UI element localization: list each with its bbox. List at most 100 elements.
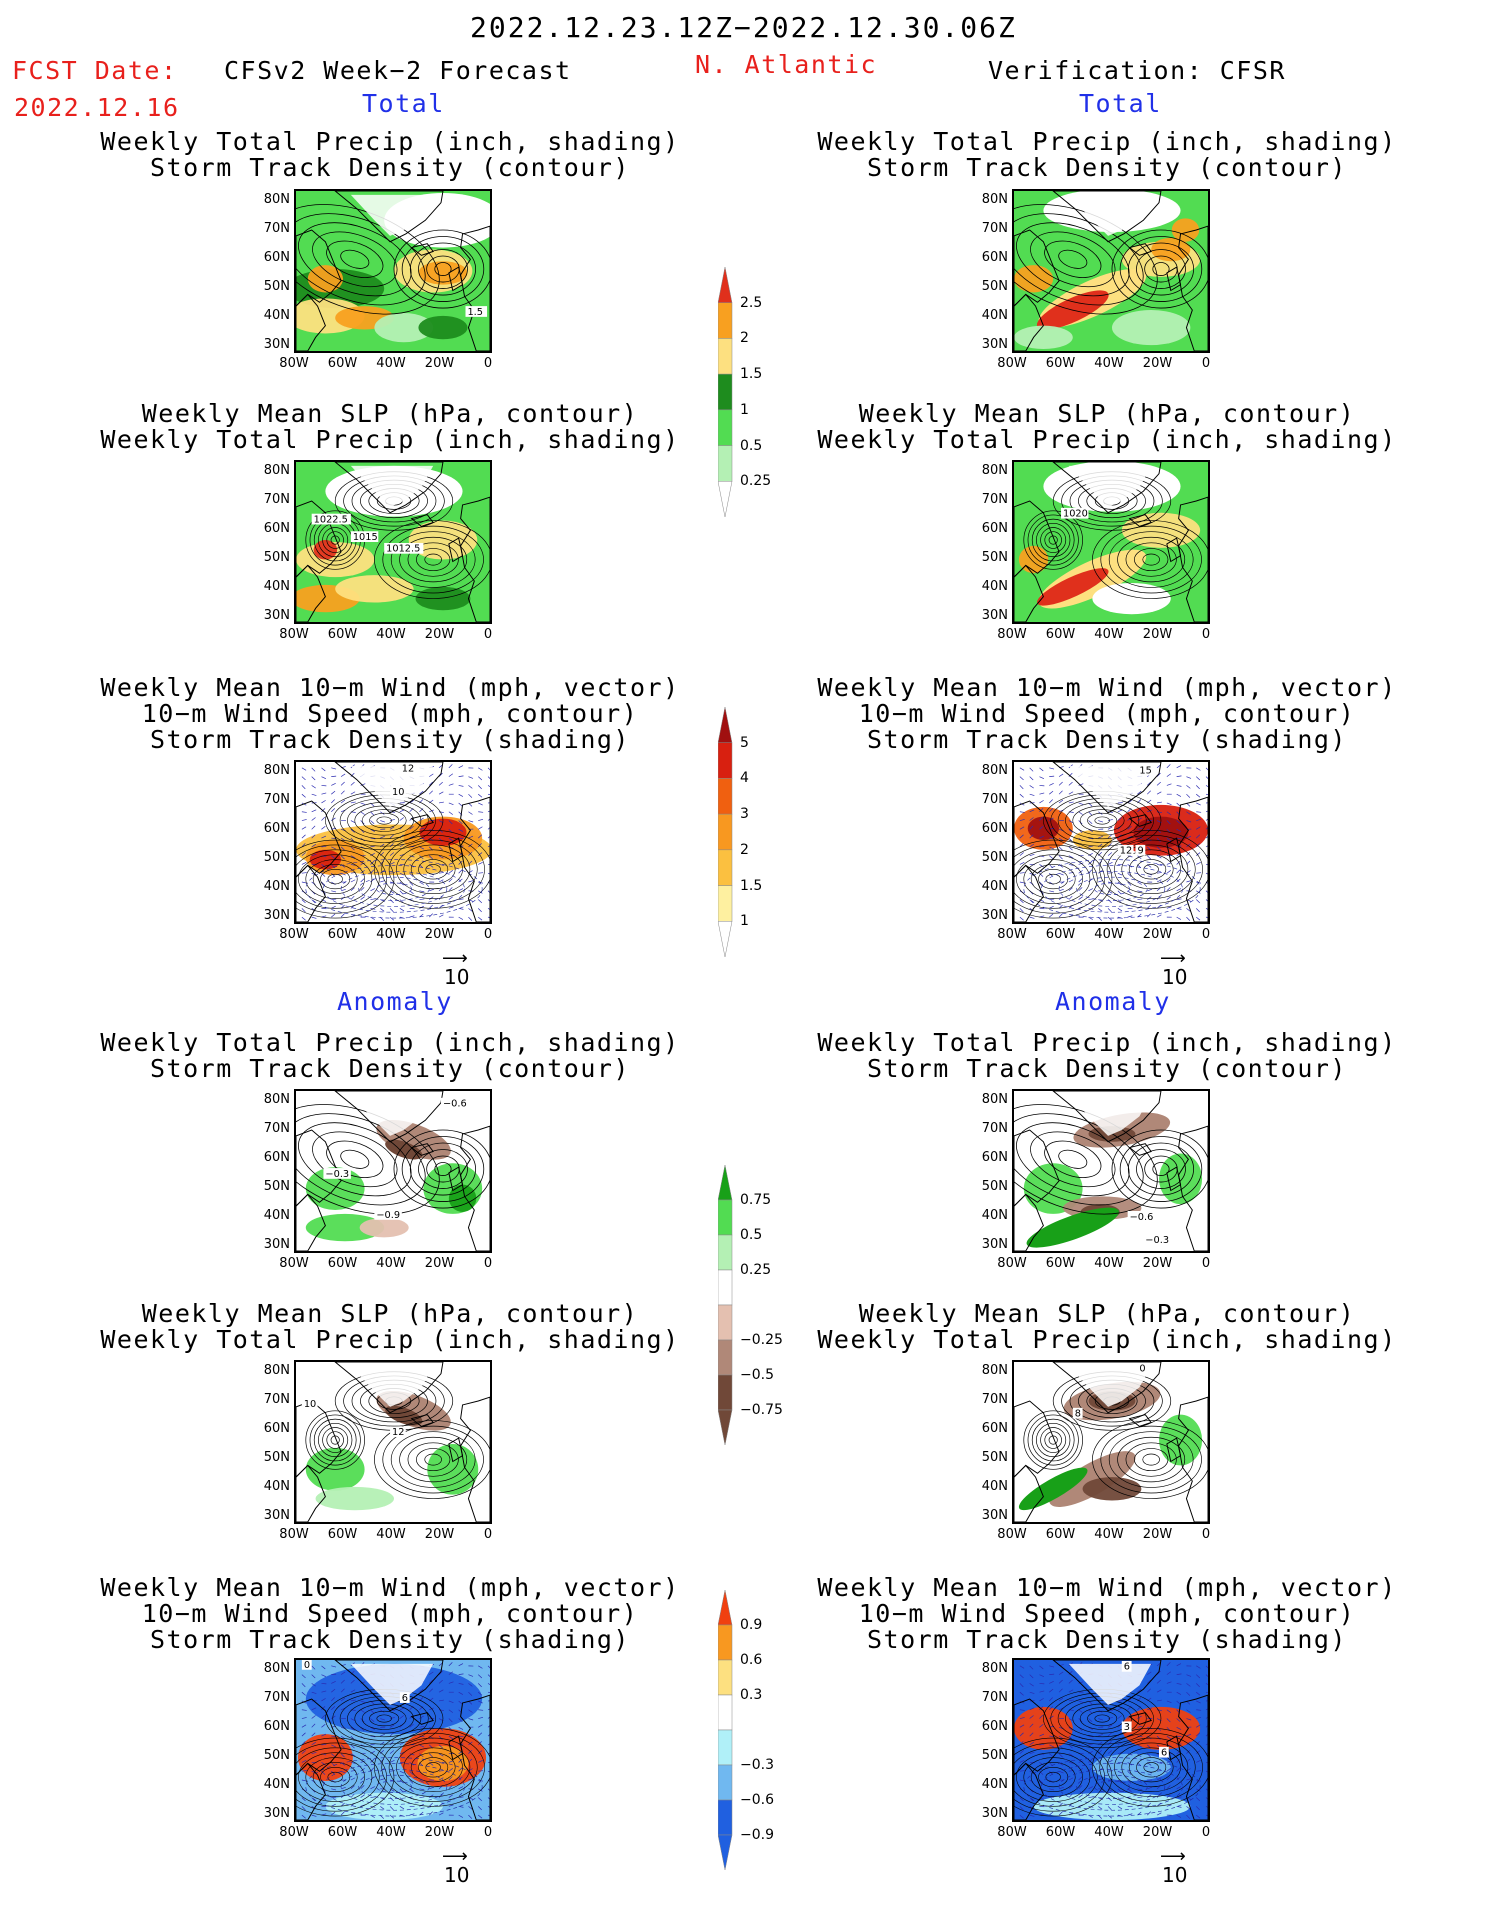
- fcst-total-slp-lat-label: 60N: [263, 521, 290, 536]
- svg-text:1.5: 1.5: [467, 307, 483, 318]
- vector-ref-value: 10: [444, 1863, 470, 1887]
- fcst-anom-wind-contour-label: 0: [301, 1660, 312, 1671]
- cfsr-anom-precip-lon-label: 40W: [1094, 1256, 1124, 1271]
- cfsr-anom-precip-lon-label: 80W: [997, 1256, 1027, 1271]
- fcst-total-wind-title-3: Storm Track Density (shading): [150, 725, 630, 754]
- fcst-total-precip-title-1: Weekly Total Precip (inch, shading): [100, 127, 680, 156]
- cfsr-total-slp-title-1: Weekly Mean SLP (hPa, contour): [858, 399, 1356, 428]
- cfsr-total-wind-lon-label: 60W: [1045, 927, 1076, 942]
- fcst-anom-precip-contour-label: −0.3: [323, 1168, 351, 1180]
- cfsr-anom-wind-map: 6 3 6: [1012, 1658, 1210, 1822]
- svg-text:12: 12: [402, 764, 414, 775]
- fcst-total-slp-map: 1022.5 1015 1012.5: [294, 460, 492, 624]
- colorbar-precip_anom-label: −0.25: [740, 1332, 783, 1348]
- cfsr-anom-slp-lon-label: 80W: [997, 1527, 1027, 1542]
- cfsr-anom-slp-lat-label: 30N: [981, 1508, 1008, 1523]
- cfsr-anom-wind-lon-label: 60W: [1045, 1825, 1076, 1840]
- fcst-total-slp-contour-label: 1012.5: [384, 542, 424, 555]
- svg-text:1022.5: 1022.5: [314, 515, 348, 526]
- fcst-anom-wind-title-1: Weekly Mean 10−m Wind (mph, vector): [100, 1573, 680, 1602]
- colorbar-precip_total-label: 1.5: [740, 366, 763, 383]
- colorbar-storm_total-label: 4: [740, 770, 749, 787]
- colorbar-storm_anom-label: 0.3: [740, 1687, 763, 1703]
- fcst-anom-precip-lon-label: 40W: [376, 1256, 406, 1271]
- fcst-anom-slp-lat-label: 40N: [263, 1479, 290, 1494]
- fcst-total-wind-lat-label: 60N: [263, 821, 290, 836]
- cfsr-anom-precip-title-1: Weekly Total Precip (inch, shading): [817, 1028, 1397, 1057]
- cfsr-total-precip-lon-label: 40W: [1094, 356, 1124, 371]
- cfsr-total-wind-title-1: Weekly Mean 10−m Wind (mph, vector): [817, 673, 1397, 702]
- fcst-total-wind-lon-label: 80W: [279, 927, 309, 942]
- cfsr-anom-wind-lon-label: 0: [1201, 1825, 1211, 1840]
- svg-text:10: 10: [304, 1399, 316, 1410]
- svg-text:−0.3: −0.3: [1145, 1235, 1169, 1246]
- cfsr-total-precip-lat-label: 50N: [981, 279, 1008, 294]
- fcst-anom-precip-lon-label: 80W: [279, 1256, 309, 1271]
- svg-text:−0.6: −0.6: [1130, 1212, 1154, 1223]
- cfsr-anom-precip-lat-label: 50N: [981, 1179, 1008, 1194]
- colorbar-storm_anom-label: −0.3: [740, 1757, 774, 1773]
- fcst-total-wind-title-2: 10−m Wind Speed (mph, contour): [141, 699, 639, 728]
- cfsr-total-wind-lat-label: 60N: [981, 821, 1008, 836]
- fcst-total-precip-contour-label: 1.5: [465, 306, 488, 318]
- cfsr-total-precip-lon-label: 80W: [997, 356, 1027, 371]
- colorbar-precip_total-label: 0.5: [740, 437, 763, 454]
- fcst-anom-wind-lon-label: 0: [483, 1825, 493, 1840]
- fcst-anom-slp-title-2: Weekly Total Precip (inch, shading): [100, 1325, 680, 1354]
- fcst-total-slp-lat-label: 80N: [263, 463, 290, 478]
- cfsr-anom-slp-lat-label: 70N: [981, 1392, 1008, 1407]
- colorbar-storm_total-label: 1: [740, 913, 749, 930]
- fcst-total-wind-lat-label: 80N: [263, 763, 290, 778]
- arrow-icon: ⟶: [442, 948, 468, 969]
- fcst-anom-slp-map: 10 12: [294, 1360, 492, 1524]
- cfsr-total-slp-lon-label: 40W: [1094, 627, 1124, 642]
- svg-text:−0.3: −0.3: [325, 1169, 349, 1180]
- colorbar-precip_anom-label: −0.75: [740, 1402, 783, 1418]
- cfsr-total-slp-lat-label: 40N: [981, 579, 1008, 594]
- fcst-anom-wind-lon-label: 40W: [376, 1825, 406, 1840]
- cfsr-anom-wind-title-2: 10−m Wind Speed (mph, contour): [858, 1599, 1356, 1628]
- colorbar-precip_anom-label: 0.5: [740, 1227, 763, 1243]
- verification-title: Verification: CFSR: [988, 56, 1286, 85]
- fcst-anom-precip-contour-label: −0.6: [441, 1097, 469, 1110]
- cfsr-total-slp-contour-label: 1020: [1061, 507, 1089, 520]
- cfsr-total-wind-lat-label: 30N: [981, 908, 1008, 923]
- svg-text:−0.6: −0.6: [443, 1099, 467, 1110]
- fcst-total-precip-lat-label: 60N: [263, 250, 290, 265]
- fcst-anom-precip-lat-label: 80N: [263, 1092, 290, 1107]
- fcst-anom-wind-lat-label: 50N: [263, 1748, 290, 1763]
- cfsr-anom-precip-lon-label: 60W: [1045, 1256, 1076, 1271]
- cfsr-anom-wind-contour-label: 3: [1121, 1721, 1132, 1733]
- colorbar-precip_anom-label: −0.5: [740, 1367, 774, 1383]
- cfsr-total-wind-lat-label: 40N: [981, 879, 1008, 894]
- colorbar-storm_anom: [718, 1590, 733, 1871]
- fcst-anom-wind-vector-ref: ⟶ 10: [442, 1848, 470, 1888]
- fcst-anom-slp-lat-label: 80N: [263, 1363, 290, 1378]
- fcst-anom-wind-contour-label: 6: [399, 1692, 410, 1704]
- svg-text:−0.9: −0.9: [376, 1210, 400, 1221]
- fcst-anom-slp-lat-label: 50N: [263, 1450, 290, 1465]
- cfsr-anom-wind-lat-label: 80N: [981, 1661, 1008, 1676]
- vector-ref-value: 10: [444, 965, 470, 989]
- colorbar-storm_total: [718, 707, 733, 958]
- cfsr-total-wind-lon-label: 20W: [1142, 927, 1173, 942]
- fcst-total-precip-lat-label: 50N: [263, 279, 290, 294]
- fcst-total-precip-lon-label: 60W: [327, 356, 358, 371]
- fcst-anom-slp-contour-label: 12: [390, 1426, 406, 1438]
- fcst-total-wind-lat-label: 40N: [263, 879, 290, 894]
- fcst-total-precip-lon-label: 0: [483, 356, 493, 371]
- colorbar-precip_total-label: 0.25: [740, 473, 772, 490]
- colorbar-precip_anom-label: 0.75: [740, 1192, 772, 1208]
- colorbar-storm_total-label: 2: [740, 841, 749, 858]
- svg-text:12: 12: [392, 1427, 404, 1438]
- svg-text:1015: 1015: [353, 532, 378, 543]
- cfsr-total-slp-title-2: Weekly Total Precip (inch, shading): [817, 425, 1397, 454]
- fcst-anom-slp-lon-label: 0: [483, 1527, 493, 1542]
- fcst-total-wind-contour-label: 12: [399, 762, 416, 775]
- period-title: 2022.12.23.12Z−2022.12.30.06Z: [470, 11, 1017, 44]
- fcst-total-wind-lon-label: 40W: [376, 927, 406, 942]
- cfsr-total-slp-lat-label: 30N: [981, 608, 1008, 623]
- fcst-anom-slp-lon-label: 20W: [424, 1527, 455, 1542]
- section-total-right: Total: [1079, 89, 1162, 118]
